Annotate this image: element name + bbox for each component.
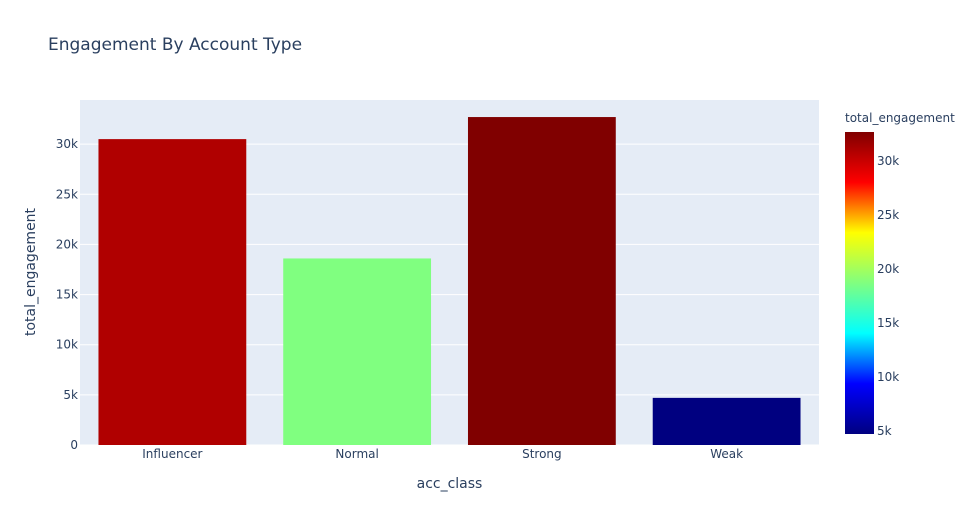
x-tick-label: Normal — [335, 447, 378, 461]
y-axis-ticks: 0 5k 10k 15k 20k 25k 30k — [56, 137, 78, 452]
y-tick-label: 0 — [70, 438, 78, 452]
x-tick-label: Influencer — [142, 447, 202, 461]
bar-strong[interactable] — [467, 117, 616, 446]
colorbar-title: total_engagement — [845, 111, 955, 125]
bar-influencer[interactable] — [98, 139, 247, 445]
bar-normal[interactable] — [283, 258, 432, 445]
colorbar-tick-label: 30k — [877, 154, 899, 168]
y-tick-label: 20k — [56, 237, 78, 251]
y-tick-label: 10k — [56, 338, 78, 352]
bar-weak[interactable] — [652, 397, 801, 445]
x-axis-title: acc_class — [417, 476, 483, 492]
bars — [98, 117, 801, 446]
colorbar-tick-label: 5k — [877, 424, 892, 438]
colorbar-tick-label: 10k — [877, 370, 899, 384]
colorbar — [845, 132, 874, 434]
y-tick-label: 5k — [63, 388, 78, 402]
y-tick-label: 15k — [56, 288, 78, 302]
x-tick-label: Weak — [710, 447, 743, 461]
chart-title: Engagement By Account Type — [48, 35, 302, 55]
colorbar-ticks: 5k 10k 15k 20k 25k 30k — [877, 154, 899, 438]
y-axis-title: total_engagement — [23, 207, 39, 336]
colorbar-tick-label: 15k — [877, 316, 899, 330]
y-tick-label: 25k — [56, 187, 78, 201]
x-axis-ticks: Influencer Normal Strong Weak — [142, 447, 743, 461]
y-tick-label: 30k — [56, 137, 78, 151]
x-tick-label: Strong — [522, 447, 562, 461]
colorbar-tick-label: 20k — [877, 262, 899, 276]
colorbar-tick-label: 25k — [877, 208, 899, 222]
